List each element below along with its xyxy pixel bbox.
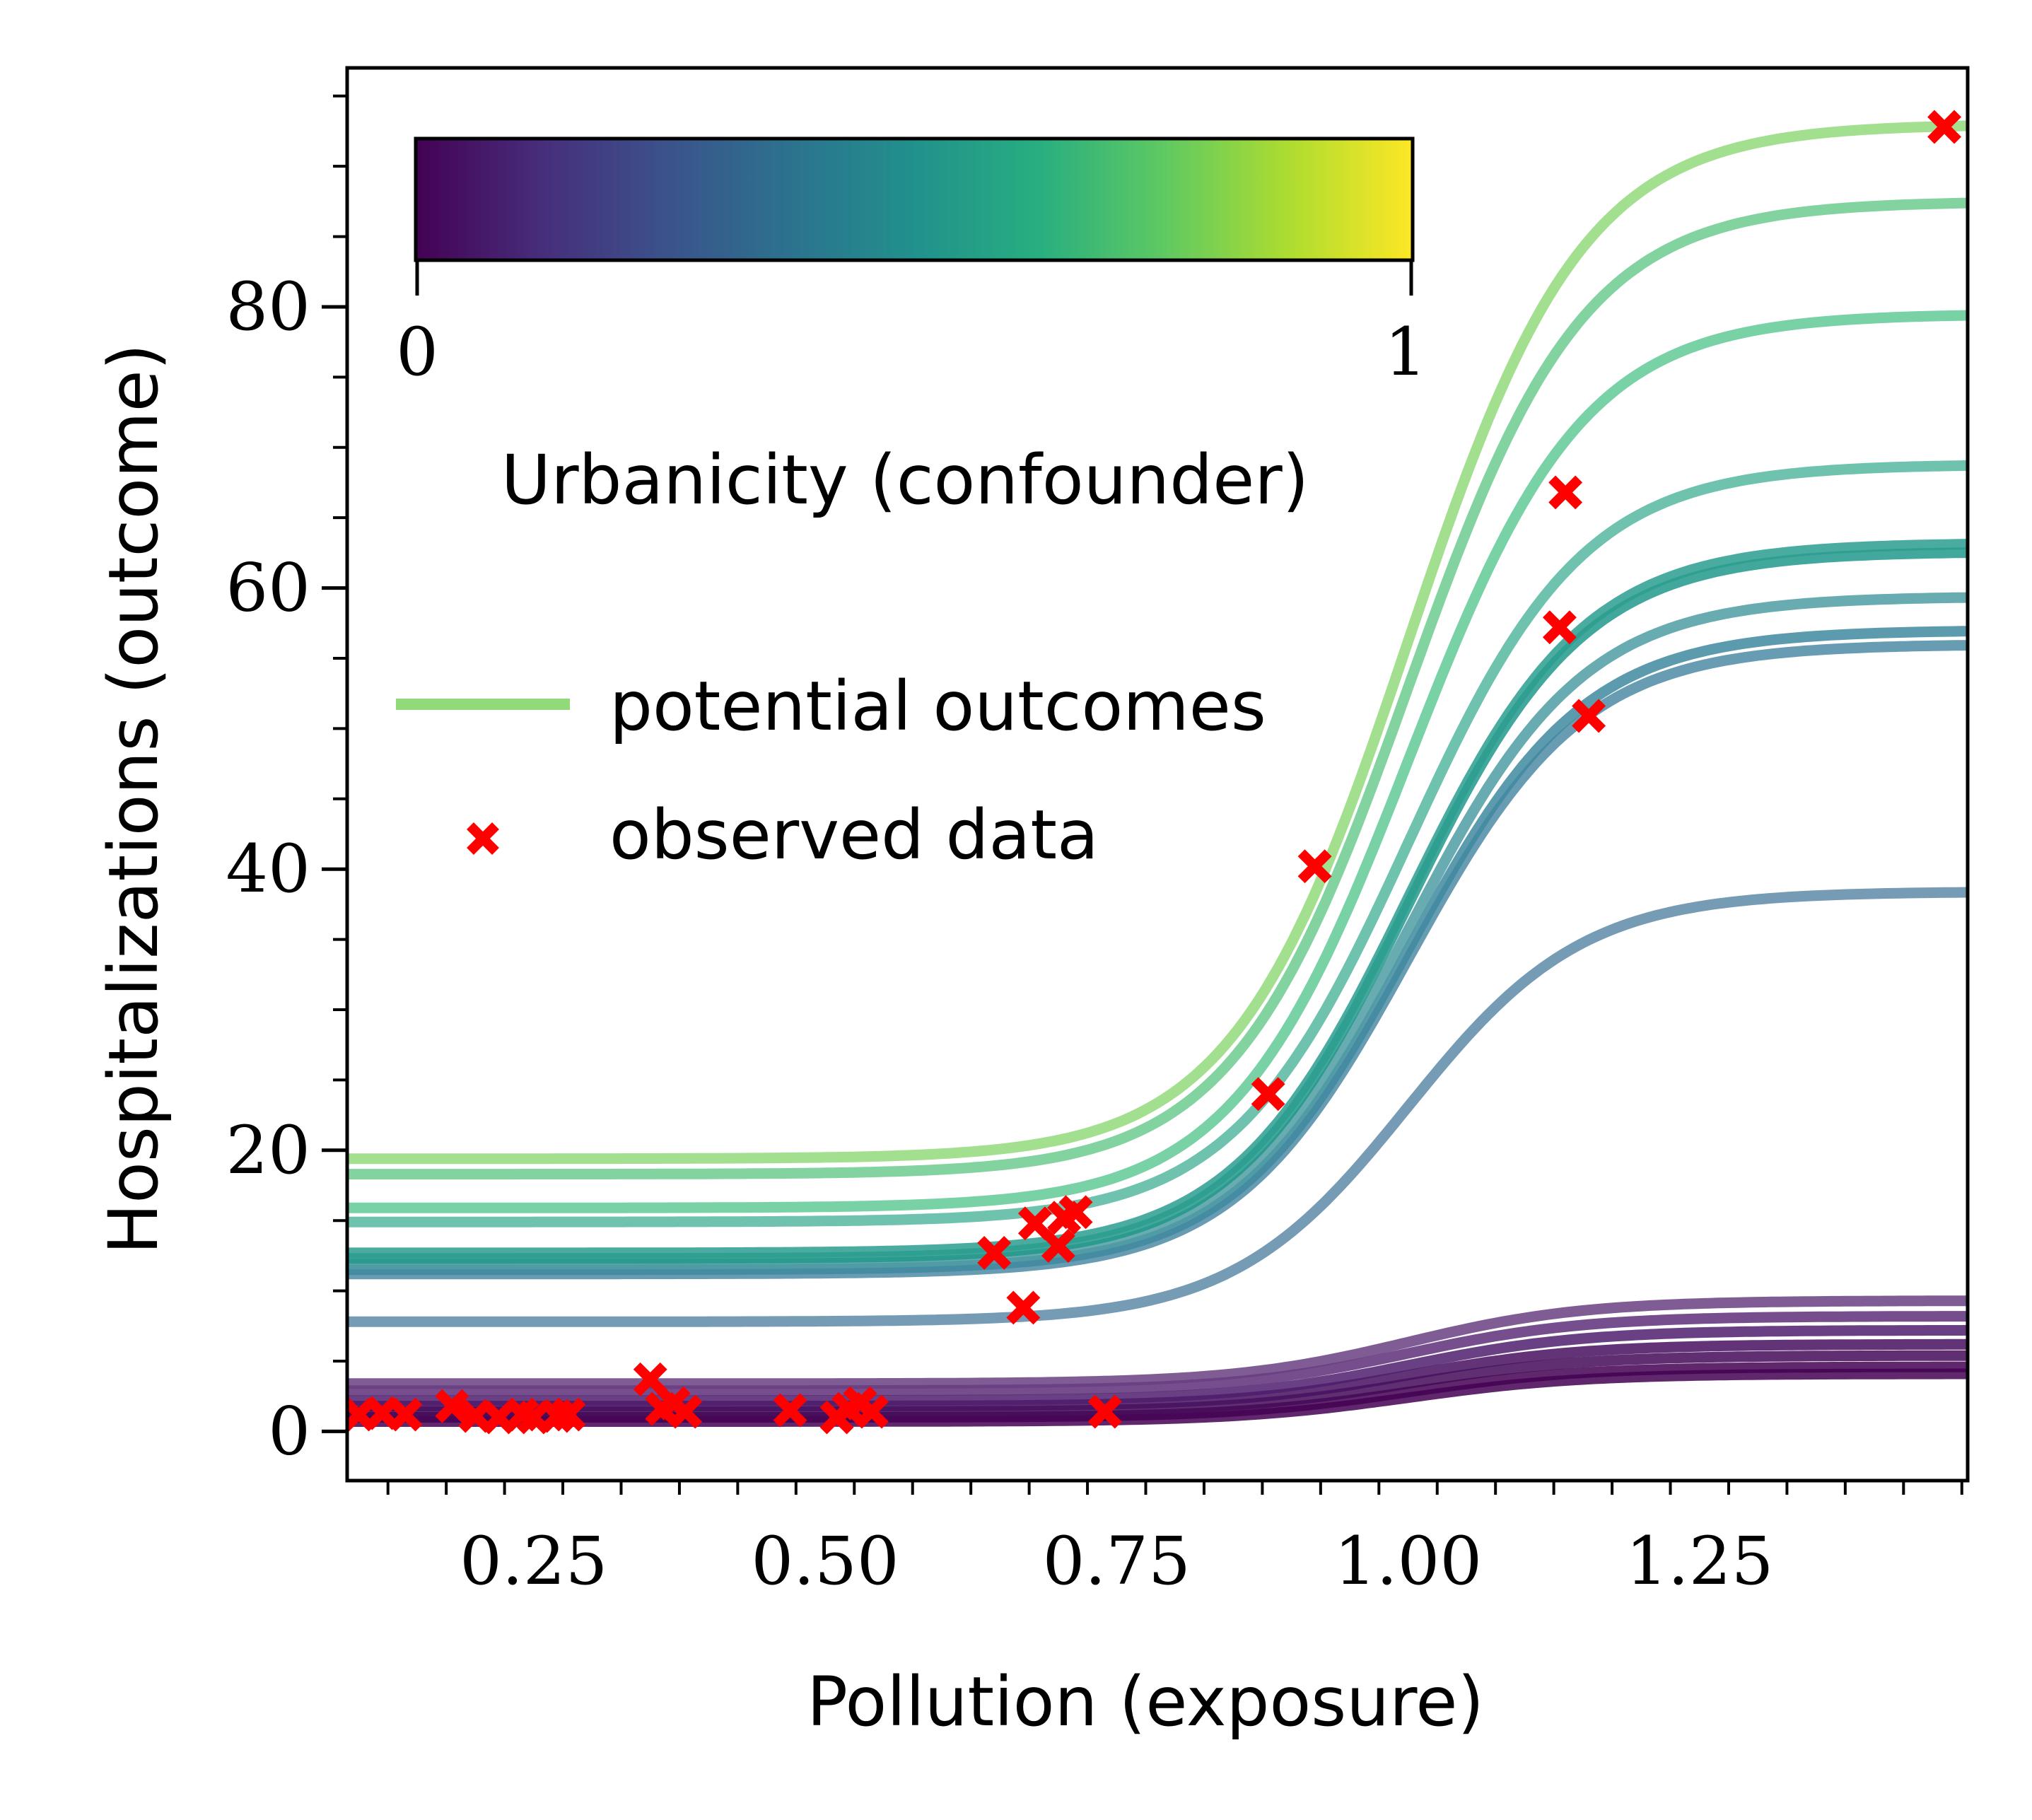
observed-data-point bbox=[1548, 475, 1583, 510]
x-tick-label: 0.75 bbox=[1043, 1523, 1191, 1600]
potential-outcome-curve bbox=[347, 592, 1968, 1270]
potential-outcome-curve bbox=[347, 120, 1968, 1165]
observed-data-point bbox=[1927, 110, 1961, 144]
y-tick-label: 0 bbox=[268, 1393, 310, 1470]
observed-data-point bbox=[1058, 1195, 1093, 1230]
potential-outcome-curve bbox=[347, 1295, 1968, 1389]
observed-data-point bbox=[1251, 1077, 1285, 1112]
x-tick-label: 0.25 bbox=[460, 1523, 607, 1600]
potential-outcome-curve bbox=[347, 1361, 1968, 1423]
potential-outcome-curve bbox=[347, 1338, 1968, 1412]
potential-outcome-curve bbox=[347, 547, 1968, 1264]
legend-label-observed-data: observed data bbox=[609, 795, 1099, 875]
x-axis-ticks: 0.25 0.50 0.75 1.00 1.25 bbox=[386, 1481, 1963, 1600]
colorbar-min-label: 0 bbox=[396, 314, 438, 391]
potential-outcome-curve bbox=[347, 626, 1968, 1276]
x-axis-label: Pollution (exposure) bbox=[807, 1662, 1484, 1742]
colorbar-gradient bbox=[414, 136, 1415, 262]
observed-data-points bbox=[347, 110, 1961, 1435]
y-tick-label: 40 bbox=[226, 831, 310, 908]
y-axis-ticks: 0 20 40 60 80 bbox=[226, 94, 347, 1470]
observed-data-point bbox=[1041, 1229, 1075, 1263]
x-tick-label: 0.50 bbox=[751, 1523, 899, 1600]
observed-data-point bbox=[435, 1389, 469, 1423]
observed-data-point bbox=[1297, 849, 1332, 884]
colorbar-max-label: 1 bbox=[1384, 314, 1427, 391]
observed-data-point bbox=[668, 1394, 703, 1429]
observed-data-point bbox=[388, 1397, 423, 1432]
x-tick-label: 1.00 bbox=[1334, 1523, 1482, 1600]
y-tick-label: 80 bbox=[226, 269, 310, 346]
potential-outcome-curves bbox=[347, 120, 1968, 1427]
observed-data-point bbox=[773, 1393, 807, 1428]
observed-data-point bbox=[1572, 699, 1606, 733]
legend: potential outcomes observed data bbox=[396, 667, 1266, 875]
potential-outcome-curve bbox=[347, 460, 1968, 1227]
y-tick-label: 60 bbox=[226, 550, 310, 627]
potential-outcome-curve bbox=[347, 1350, 1968, 1418]
observed-data-point bbox=[1006, 1290, 1041, 1325]
potential-outcome-curve bbox=[347, 197, 1968, 1180]
legend-label-potential-outcomes: potential outcomes bbox=[609, 667, 1266, 746]
observed-data-point bbox=[855, 1394, 889, 1429]
potential-outcome-curve bbox=[347, 1324, 1968, 1406]
observed-data-point bbox=[1087, 1394, 1122, 1429]
colorbar: 0 1 Urbanicity (confounder) bbox=[396, 136, 1427, 520]
potential-outcome-curve bbox=[347, 310, 1968, 1213]
plot-frame bbox=[345, 66, 1970, 1483]
y-axis-label: Hospitalizations (outcome) bbox=[94, 344, 173, 1254]
colorbar-label: Urbanicity (confounder) bbox=[501, 441, 1309, 520]
x-tick-label: 1.25 bbox=[1625, 1523, 1773, 1600]
potential-outcome-curve bbox=[347, 887, 1968, 1327]
potential-outcome-curve bbox=[347, 539, 1968, 1259]
legend-marker-swatch bbox=[467, 822, 499, 855]
observed-data-point bbox=[1542, 610, 1577, 645]
observed-data-point bbox=[633, 1362, 667, 1396]
potential-outcome-curve bbox=[347, 1311, 1968, 1396]
y-tick-label: 20 bbox=[226, 1112, 310, 1189]
observed-data-point bbox=[977, 1235, 1012, 1270]
observed-data-point bbox=[551, 1397, 586, 1432]
observed-data-point bbox=[1017, 1206, 1052, 1241]
